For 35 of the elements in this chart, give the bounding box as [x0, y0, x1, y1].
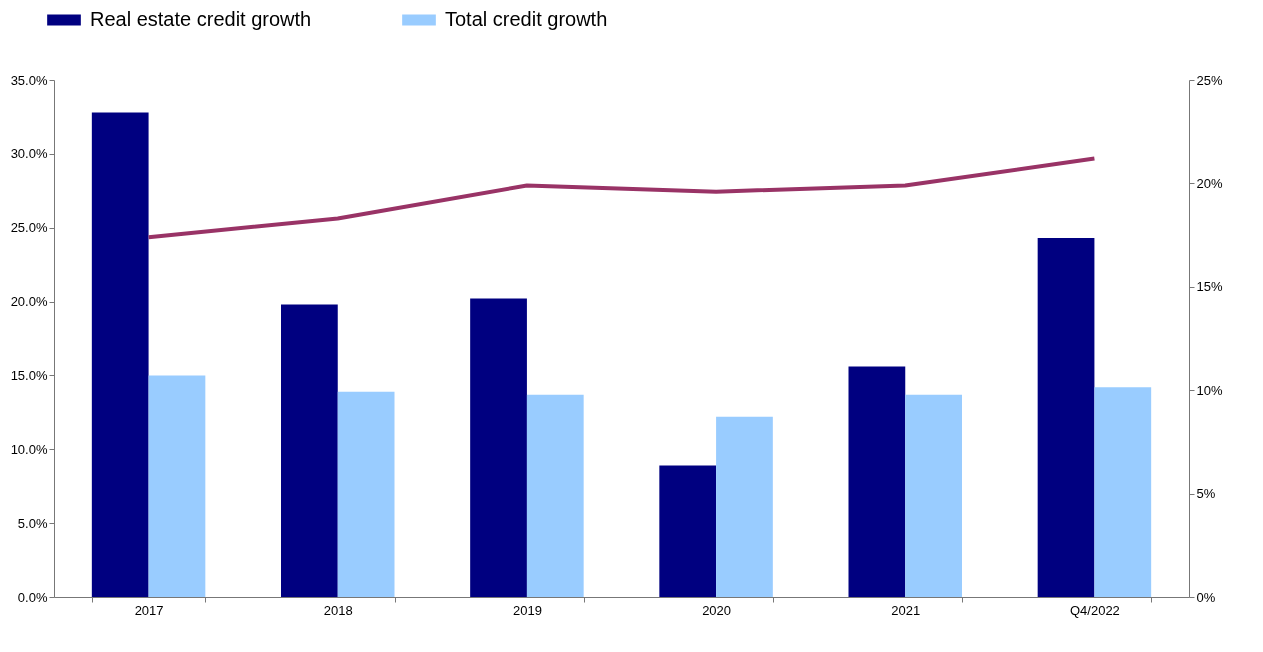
- y2-tick-label: 0%: [1196, 589, 1216, 605]
- bar: [281, 304, 338, 597]
- bar: [1094, 387, 1152, 597]
- y-tick-label: 35.0%: [10, 72, 48, 88]
- y2-tick-label: 5%: [1196, 486, 1216, 502]
- bar: [148, 375, 206, 597]
- bar: [848, 366, 906, 597]
- y-tick-label: 30.0%: [10, 146, 48, 162]
- y2-tick-label: 20%: [1196, 175, 1223, 191]
- x-tick-label: 2018: [323, 602, 353, 618]
- y-tick-label: 20.0%: [10, 294, 48, 310]
- x-tick-label: 2019: [512, 602, 542, 618]
- x-tick-label: 2021: [891, 602, 921, 618]
- x-tick-label: 2017: [134, 602, 164, 618]
- y-tick-label: 0.0%: [17, 589, 48, 605]
- bar: [337, 391, 395, 597]
- y2-tick-label: 25%: [1196, 72, 1223, 88]
- y2-tick-label: 15%: [1196, 279, 1223, 295]
- bar: [470, 298, 527, 597]
- y-tick-label: 25.0%: [10, 220, 48, 236]
- legend-label: Real estate credit growth: [90, 8, 312, 30]
- x-tick-label: 2020: [702, 602, 732, 618]
- bar: [526, 394, 584, 597]
- bar: [716, 416, 773, 597]
- bar: [91, 112, 149, 597]
- y-tick-label: 15.0%: [10, 367, 48, 383]
- y2-tick-label: 10%: [1196, 382, 1223, 398]
- y-tick-label: 10.0%: [10, 441, 48, 457]
- legend-label: Total credit growth: [445, 8, 608, 30]
- x-tick-label: Q4/2022: [1069, 602, 1120, 618]
- bar: [1037, 238, 1095, 597]
- y-tick-label: 5.0%: [17, 515, 48, 531]
- line-series: [146, 156, 1097, 240]
- bar: [659, 465, 717, 597]
- bar: [905, 394, 962, 597]
